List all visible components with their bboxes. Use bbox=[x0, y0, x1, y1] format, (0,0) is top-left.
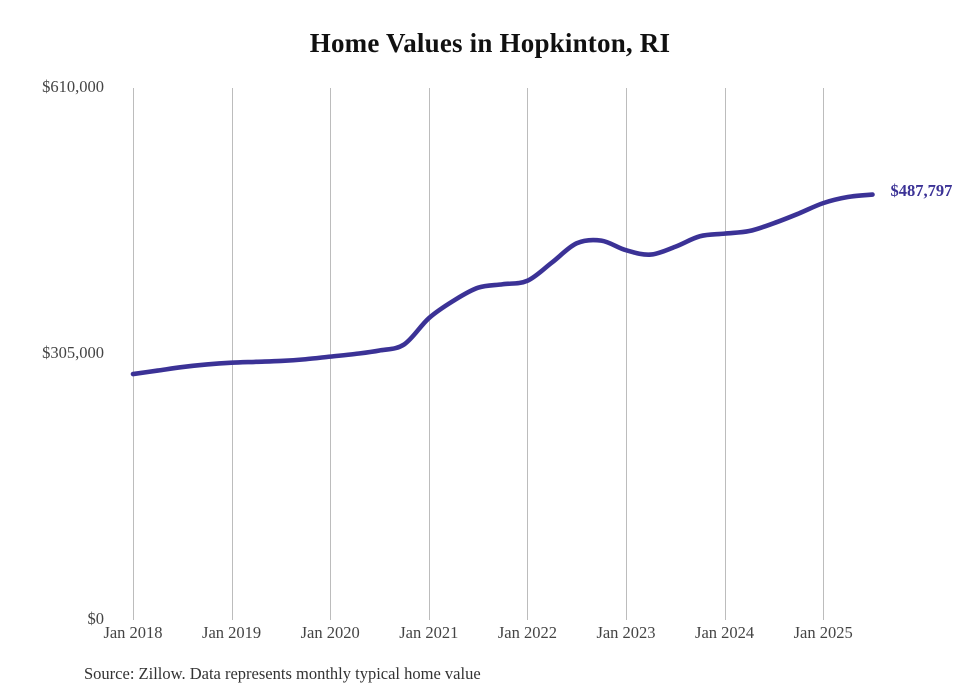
x-tick-jan-2023: Jan 2023 bbox=[596, 623, 656, 642]
end-value-label: $487,797 bbox=[890, 180, 953, 200]
x-tick-jan-2024: Jan 2024 bbox=[695, 623, 755, 642]
y-tick-max: $610,000 bbox=[42, 77, 104, 96]
y-tick-min: $0 bbox=[87, 609, 105, 628]
chart-title: Home Values in Hopkinton, RI bbox=[309, 28, 671, 58]
x-tick-jan-2022: Jan 2022 bbox=[497, 623, 557, 642]
x-tick-jan-2025: Jan 2025 bbox=[793, 623, 853, 642]
x-tick-jan-2021: Jan 2021 bbox=[399, 623, 459, 642]
y-tick-mid: $305,000 bbox=[42, 343, 104, 362]
x-tick-jan-2019: Jan 2019 bbox=[202, 623, 262, 642]
x-tick-jan-2020: Jan 2020 bbox=[300, 623, 360, 642]
home-value-line bbox=[130, 192, 875, 377]
gridlines-group bbox=[133, 88, 824, 620]
source-note: Source: Zillow. Data represents monthly … bbox=[84, 664, 481, 683]
x-tick-jan-2018: Jan 2018 bbox=[103, 623, 163, 642]
